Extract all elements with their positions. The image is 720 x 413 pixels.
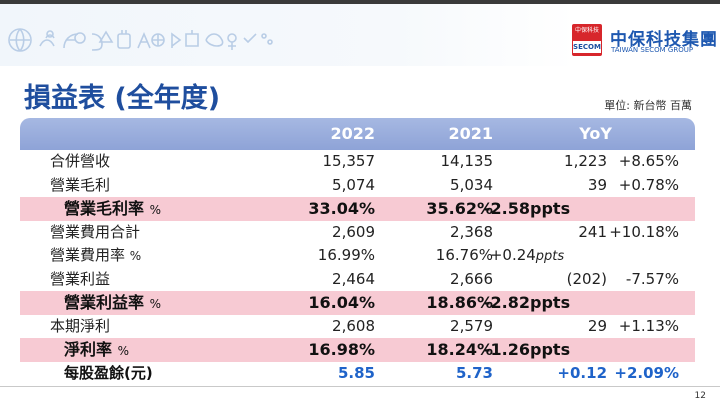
page-title: 損益表 (全年度) xyxy=(24,83,221,114)
logo-badge: 中保科技 SECOM xyxy=(572,24,602,56)
row-label: 本期淨利 xyxy=(50,316,111,335)
value-2021: 2,368 xyxy=(450,222,493,241)
value-2021: 35.62% xyxy=(426,199,493,218)
logo-badge-top-text: 中保科技 xyxy=(574,27,599,34)
decorative-icons-strip xyxy=(8,28,273,52)
yoy-ppts: -2.58ppts xyxy=(483,199,571,218)
value-2022: 16.99% xyxy=(317,246,375,264)
row-label: 營業毛利率 % xyxy=(64,199,161,218)
value-2022: 33.04% xyxy=(308,199,375,218)
row-label: 合併營收 xyxy=(50,152,111,170)
table-row-opex-ratio: 營業費用率 % 16.99% 16.76% +0.24ppts xyxy=(20,244,695,268)
yoy-diff: 241 xyxy=(578,222,607,241)
table-row-opex: 營業費用合計 2,609 2,368 241 +10.18% xyxy=(20,221,695,245)
yoy-pct: +8.65% xyxy=(618,152,679,170)
yoy-diff: 1,223 xyxy=(564,152,607,170)
row-label: 淨利率 % xyxy=(64,340,129,359)
value-2022: 16.98% xyxy=(308,340,375,359)
header-banner: 中保科技 SECOM 中保科技集團 TAIWAN SECOM GROUP xyxy=(0,4,720,66)
page-number: 12 xyxy=(694,391,706,401)
value-2021: 18.86% xyxy=(426,293,493,312)
table-row-net-income: 本期淨利 2,608 2,579 29 +1.13% xyxy=(20,315,695,339)
table-row-gross-margin: 營業毛利率 % 33.04% 35.62% -2.58ppts xyxy=(20,197,695,221)
logo-badge-secom-text: SECOM xyxy=(573,41,601,53)
value-2022: 15,357 xyxy=(322,152,376,170)
value-2021: 5,034 xyxy=(450,175,493,194)
row-label: 營業費用合計 xyxy=(50,222,141,241)
value-2021: 2,579 xyxy=(450,316,493,335)
income-statement-table: 2022 2021 YoY 合併營收 15,357 14,135 1,223 +… xyxy=(20,118,695,385)
row-label: 每股盈餘(元) xyxy=(64,363,153,382)
value-2021: 16.76% xyxy=(435,246,493,264)
value-2022: 2,464 xyxy=(332,269,375,288)
row-label: 營業利益 xyxy=(50,269,111,288)
yoy-diff: (202) xyxy=(566,269,607,288)
row-label: 營業費用率 % xyxy=(50,246,142,264)
table-header: 2022 2021 YoY xyxy=(20,118,695,150)
header-2022: 2022 xyxy=(330,124,375,143)
header-2021: 2021 xyxy=(448,124,493,143)
table-row-eps: 每股盈餘(元) 5.85 5.73 +0.12 +2.09% xyxy=(20,362,695,386)
header-yoy: YoY xyxy=(579,124,612,143)
value-2021: 18.24% xyxy=(426,340,493,359)
yoy-diff: +0.12 xyxy=(557,363,607,382)
logo-company-name: 中保科技集團 xyxy=(610,30,718,50)
yoy-pct: +1.13% xyxy=(618,316,679,335)
row-label: 營業利益率 % xyxy=(64,293,161,312)
yoy-ppts: +0.24ppts xyxy=(489,246,565,264)
footer-divider xyxy=(0,386,720,387)
yoy-pct: +0.78% xyxy=(618,175,679,194)
yoy-ppts: -1.26ppts xyxy=(483,340,571,359)
yoy-ppts: -2.82ppts xyxy=(483,293,571,312)
table-row-operating-margin: 營業利益率 % 16.04% 18.86% -2.82ppts xyxy=(20,291,695,315)
yoy-pct: +10.18% xyxy=(609,222,679,241)
value-2021: 14,135 xyxy=(440,152,494,170)
table-row-revenue: 合併營收 15,357 14,135 1,223 +8.65% xyxy=(20,150,695,174)
logo-company-name-en: TAIWAN SECOM GROUP xyxy=(611,46,694,54)
value-2021: 2,666 xyxy=(450,269,493,288)
value-2022: 5.85 xyxy=(337,363,375,382)
unit-note: 單位: 新台幣 百萬 xyxy=(604,99,692,112)
value-2022: 2,608 xyxy=(332,316,375,335)
row-label: 營業毛利 xyxy=(50,175,111,194)
table-row-gross-profit: 營業毛利 5,074 5,034 39 +0.78% xyxy=(20,174,695,198)
yoy-pct: +2.09% xyxy=(614,363,679,382)
yoy-diff: 39 xyxy=(587,175,607,194)
company-logo: 中保科技 SECOM 中保科技集團 TAIWAN SECOM GROUP xyxy=(572,24,717,58)
table-row-operating-income: 營業利益 2,464 2,666 (202) -7.57% xyxy=(20,268,695,292)
value-2022: 2,609 xyxy=(332,222,375,241)
value-2021: 5.73 xyxy=(455,363,493,382)
table-row-net-margin: 淨利率 % 16.98% 18.24% -1.26ppts xyxy=(20,338,695,362)
top-border xyxy=(0,0,720,4)
yoy-pct: -7.57% xyxy=(625,269,679,288)
value-2022: 5,074 xyxy=(332,175,375,194)
value-2022: 16.04% xyxy=(308,293,375,312)
yoy-diff: 29 xyxy=(587,316,607,335)
